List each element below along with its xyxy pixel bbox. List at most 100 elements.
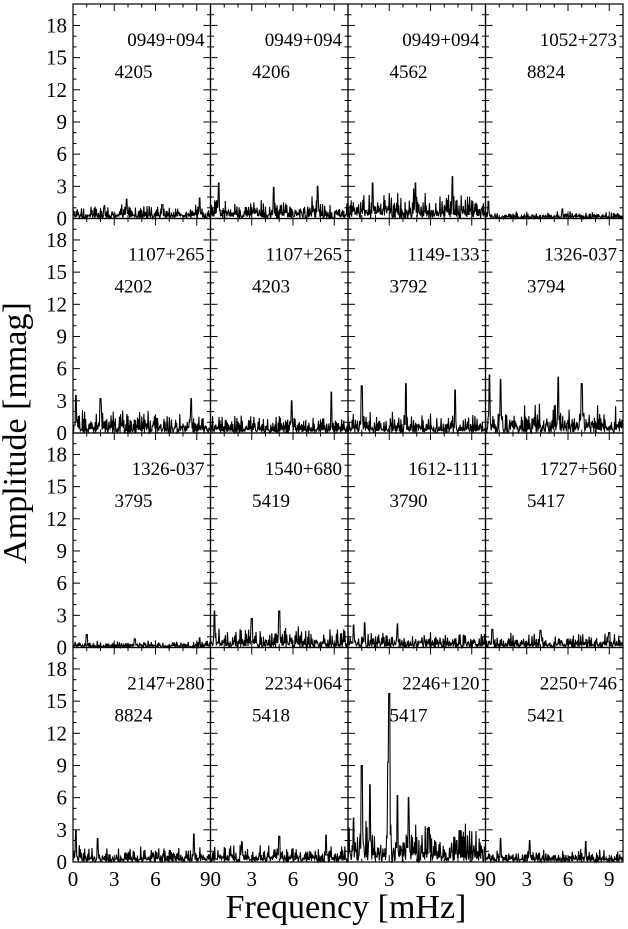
- star-name-label: 1612-111: [408, 459, 479, 480]
- run-id-label: 4202: [115, 277, 153, 298]
- x-tick-label: 6: [150, 867, 161, 891]
- run-id-label: 3794: [527, 277, 566, 298]
- panel-16: 2250+746 5421: [484, 646, 624, 864]
- y-tick-label: 3: [57, 174, 68, 198]
- y-tick-label: 12: [46, 78, 67, 102]
- y-tick-label: 9: [57, 324, 68, 348]
- x-tick-label: 3: [247, 867, 258, 891]
- y-tick-label: 0: [57, 636, 68, 660]
- star-name-label: 2250+746: [540, 674, 617, 695]
- periodogram-line: [484, 374, 624, 435]
- run-id-label: 5417: [390, 706, 428, 727]
- panel-13: 0 3 6 9 12 15 18 2147+280 8824: [46, 646, 212, 874]
- panel-12: 1727+560 5417: [484, 432, 624, 649]
- run-id-label: 3790: [390, 491, 428, 512]
- star-name-label: 1326-037: [544, 245, 617, 266]
- panel-6: 1107+265 4203: [209, 217, 349, 435]
- y-tick-label: 0: [57, 207, 68, 231]
- panel-7: 1149-133 3792: [347, 217, 487, 436]
- x-axis-label: Frequency [mHz]: [226, 889, 467, 926]
- star-name-label: 2147+280: [127, 674, 204, 695]
- x-tick-label: 6: [425, 867, 436, 891]
- star-name-label: 1107+265: [265, 245, 342, 266]
- panel-grid: 0 3 6 9 12 15 18 0949+094 4205 0949+094 4206 0949+0…: [46, 3, 624, 891]
- star-name-label: 1326-037: [132, 459, 205, 480]
- star-name-label: 0949+094: [127, 30, 205, 51]
- y-axis-label: Amplitude [mmag]: [0, 302, 34, 564]
- x-tick-label: 90: [475, 867, 496, 891]
- x-tick-label: 3: [109, 867, 120, 891]
- periodogram-line: [209, 391, 349, 435]
- x-tick-label: 90: [338, 867, 359, 891]
- star-name-label: 0949+094: [402, 30, 480, 51]
- periodogram-line: [72, 197, 212, 221]
- y-tick-label: 15: [46, 689, 67, 713]
- y-tick-label: 0: [57, 421, 68, 445]
- y-tick-label: 9: [57, 539, 68, 563]
- y-tick-label: 9: [57, 110, 68, 134]
- y-tick-label: 6: [57, 571, 68, 595]
- star-name-label: 1540+680: [265, 459, 342, 480]
- y-tick-label: 12: [46, 292, 67, 316]
- x-tick-label: 6: [563, 867, 574, 891]
- y-tick-label: 15: [46, 475, 67, 499]
- star-name-label: 1149-133: [407, 245, 479, 266]
- x-tick-label: 9: [604, 867, 615, 891]
- star-name-label: 0949+094: [265, 30, 343, 51]
- periodogram-line: [209, 834, 349, 864]
- run-id-label: 4205: [115, 62, 153, 83]
- periodogram-line: [209, 610, 349, 650]
- x-tick-label: 6: [288, 867, 299, 891]
- star-name-label: 1052+273: [540, 30, 617, 51]
- periodogram-line: [347, 693, 487, 864]
- star-name-label: 2234+064: [265, 674, 343, 695]
- periodogram-line: [484, 628, 624, 649]
- y-tick-label: 15: [46, 46, 67, 70]
- run-id-label: 5418: [252, 706, 290, 727]
- periodogram-line: [209, 182, 349, 220]
- x-tick-label: 90: [200, 867, 221, 891]
- periodogram-line: [72, 830, 212, 864]
- panel-8: 1326-037 3794: [484, 217, 624, 435]
- run-id-label: 4206: [252, 62, 290, 83]
- panel-3: 0949+094 4562: [347, 3, 487, 220]
- y-tick-label: 6: [57, 357, 68, 381]
- star-name-label: 1727+560: [540, 459, 617, 480]
- run-id-label: 5417: [527, 491, 565, 512]
- panel-14: 2234+064 5418: [209, 646, 349, 864]
- periodogram-line: [72, 634, 211, 650]
- periodogram-line: [347, 176, 487, 220]
- run-id-label: 4562: [390, 62, 428, 83]
- x-tick-label: 0: [68, 867, 79, 891]
- periodogram-line: [484, 837, 624, 864]
- run-id-label: 4203: [252, 277, 290, 298]
- periodogram-line: [347, 383, 487, 436]
- y-tick-label: 3: [57, 389, 68, 413]
- run-id-label: 3795: [115, 491, 153, 512]
- y-tick-label: 12: [46, 507, 67, 531]
- star-name-label: 1107+265: [128, 245, 205, 266]
- panel-15: 2246+120 5417: [347, 646, 487, 864]
- panel-11: 1612-111 3790: [347, 432, 487, 650]
- y-tick-label: 3: [57, 818, 68, 842]
- run-id-label: 8824: [115, 706, 154, 727]
- y-tick-label: 12: [46, 721, 67, 745]
- y-tick-label: 18: [46, 228, 67, 252]
- periodogram-line: [484, 200, 624, 221]
- run-id-label: 5419: [252, 491, 290, 512]
- y-tick-label: 18: [46, 13, 67, 37]
- y-tick-label: 6: [57, 142, 68, 166]
- panel-10: 1540+680 5419: [209, 432, 349, 650]
- y-tick-label: 3: [57, 603, 68, 627]
- panel-5: 0 3 6 9 12 15 18 1107+265 4202: [46, 217, 212, 445]
- run-id-label: 3792: [390, 277, 428, 298]
- panel-9: 0 3 6 9 12 15 18 1326-037 3795: [46, 432, 212, 660]
- periodogram-line: [347, 622, 487, 650]
- y-tick-label: 9: [57, 753, 68, 777]
- x-tick-label: 3: [384, 867, 395, 891]
- y-tick-label: 0: [57, 850, 68, 874]
- y-tick-label: 18: [46, 442, 67, 466]
- periodogram-line: [72, 394, 212, 435]
- y-tick-label: 6: [57, 786, 68, 810]
